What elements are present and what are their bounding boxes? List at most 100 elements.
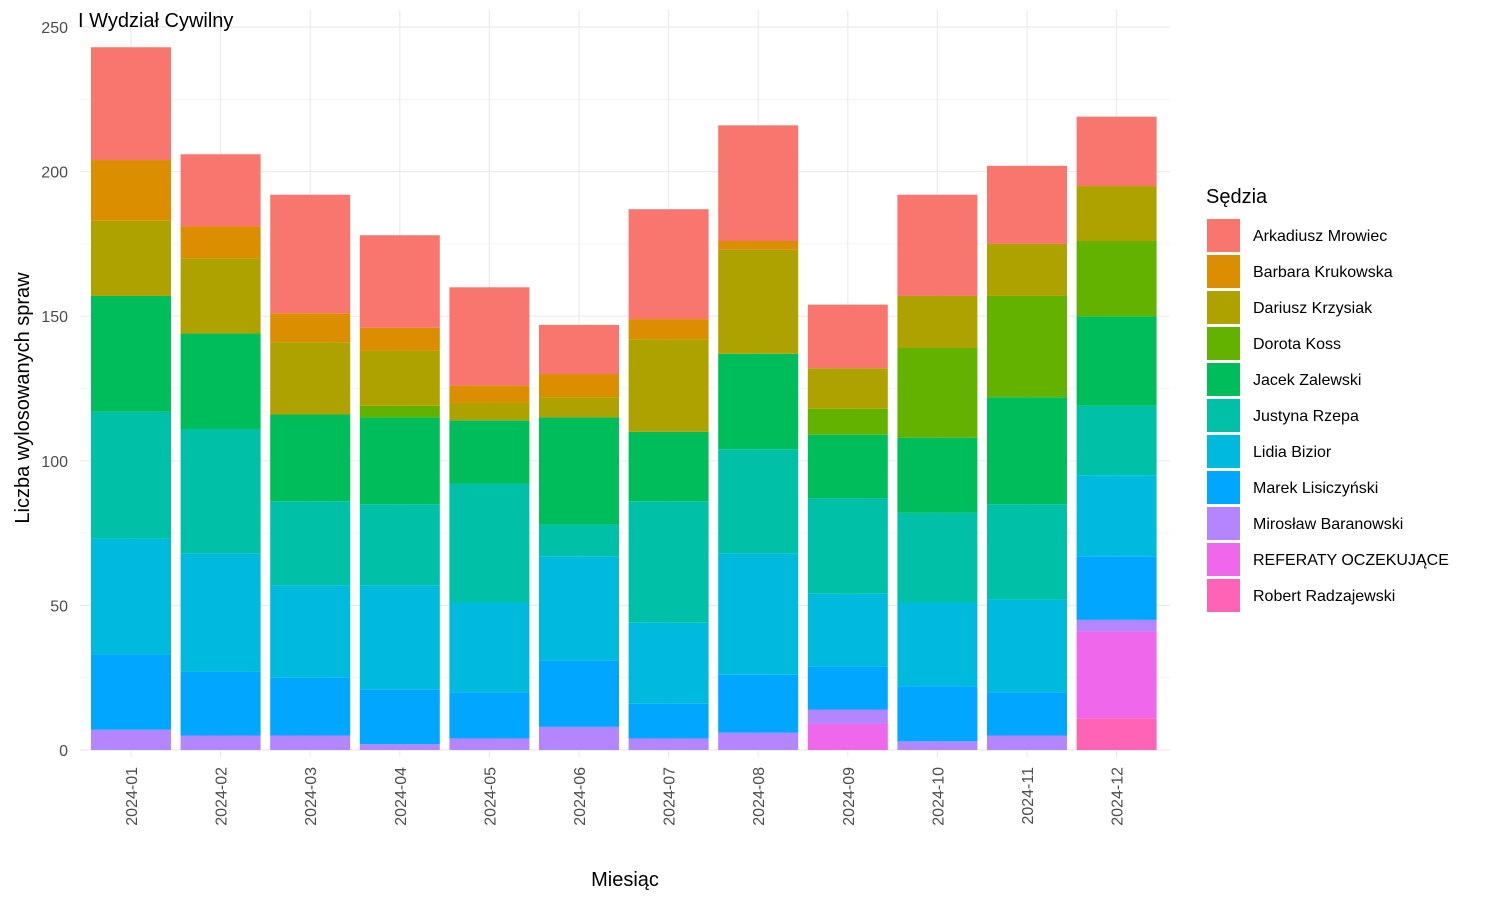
- bar-segment: Arkadiusz Mrowiec — 2024-05: 34: [449, 287, 530, 386]
- bar-segment: Jacek Zalewski — 2024-11: 37: [987, 397, 1067, 505]
- bar-segment: Marek Lisiczyński — 2024-01: 26: [91, 654, 171, 730]
- bar-segment: Dariusz Krzysiak — 2024-12: 19: [1076, 186, 1157, 242]
- bar-segment: Arkadiusz Mrowiec — 2024-02: 25: [180, 154, 261, 227]
- legend-swatch: [1207, 435, 1240, 468]
- bar-segment: Dariusz Krzysiak — 2024-08: 36: [718, 249, 799, 354]
- bar-segment: Jacek Zalewski — 2024-07: 24: [628, 431, 709, 502]
- bar-segment: Justyna Rzepa — 2024-06: 11: [539, 524, 619, 557]
- bar-segment: Marek Lisiczyński — 2024-04: 19: [359, 689, 440, 745]
- bar-segment: Lidia Bizior — 2024-05: 31: [449, 602, 530, 693]
- bar-segment: Mirosław Baranowski — 2024-11: 5: [987, 735, 1067, 750]
- legend-label: Arkadiusz Mrowiec: [1253, 228, 1387, 245]
- legend-swatch: [1207, 507, 1240, 540]
- legend: Sędzia Arkadiusz Mrowiec Barbara Krukowsk…: [1206, 186, 1449, 612]
- bar-segment: Marek Lisiczyński — 2024-05: 16: [449, 692, 530, 739]
- legend-label: REFERATY OCZEKUJĄCE: [1253, 552, 1449, 569]
- x-axis-ticks: 2024-01 2024-02 2024-03 2024-04 2024-05 2024-…: [124, 767, 1127, 826]
- bar-segment: Robert Radzajewski — 2024-12: 11: [1076, 718, 1157, 750]
- bar-segment: Lidia Bizior — 2024-10: 29: [897, 602, 978, 687]
- bar-segment: Barbara Krukowska — 2024-02: 11: [180, 226, 261, 259]
- bar-segment: Mirosław Baranowski — 2024-08: 6: [718, 732, 799, 750]
- legend-swatch: [1207, 327, 1240, 360]
- bar-segment: Arkadiusz Mrowiec — 2024-07: 38: [628, 209, 709, 320]
- x-tick-label: 2024-05: [482, 767, 499, 826]
- bar-segment: Lidia Bizior — 2024-03: 32: [270, 585, 351, 678]
- legend-label: Robert Radzajewski: [1253, 588, 1395, 605]
- bar-segment: Lidia Bizior — 2024-01: 40: [91, 538, 171, 655]
- bar-segment: Dorota Koss — 2024-04: 4: [359, 405, 440, 418]
- bar-segment: Mirosław Baranowski — 2024-12: 4: [1076, 619, 1157, 632]
- x-tick-label: 2024-04: [393, 767, 410, 826]
- bar-segment: Marek Lisiczyński — 2024-09: 15: [807, 666, 888, 710]
- bar-segment: Justyna Rzepa — 2024-08: 36: [718, 449, 799, 554]
- x-tick-label: 2024-09: [841, 767, 858, 826]
- bar-segment: Jacek Zalewski — 2024-06: 37: [539, 417, 619, 525]
- bar-segment: Barbara Krukowska — 2024-07: 7: [628, 319, 709, 340]
- legend-swatch: [1207, 219, 1240, 252]
- y-tick-label: 250: [41, 20, 68, 37]
- legend-label: Marek Lisiczyński: [1253, 480, 1378, 497]
- y-tick-label: 200: [41, 165, 68, 182]
- y-tick-label: 50: [50, 598, 68, 615]
- bar-segment: Dorota Koss — 2024-12: 26: [1076, 241, 1157, 317]
- bar-segment: Barbara Krukowska — 2024-06: 8: [539, 374, 619, 398]
- y-tick-label: 100: [41, 454, 68, 471]
- bar-segment: Arkadiusz Mrowiec — 2024-03: 41: [270, 194, 351, 314]
- bar-segment: Jacek Zalewski — 2024-02: 33: [180, 333, 261, 429]
- bar-segment: Marek Lisiczyński — 2024-07: 12: [628, 703, 709, 739]
- x-tick-label: 2024-07: [662, 767, 679, 826]
- y-tick-label: 150: [41, 309, 68, 326]
- legend-swatch: [1207, 471, 1240, 504]
- bar-segment: Arkadiusz Mrowiec — 2024-11: 27: [987, 165, 1067, 244]
- bar-segment: Jacek Zalewski — 2024-12: 31: [1076, 316, 1157, 406]
- bar-segment: Justyna Rzepa — 2024-12: 24: [1076, 405, 1157, 476]
- legend-label: Lidia Bizior: [1253, 444, 1332, 461]
- bar-segment: Jacek Zalewski — 2024-03: 30: [270, 414, 351, 502]
- bar-segment: Arkadiusz Mrowiec — 2024-10: 35: [897, 194, 978, 296]
- bar-segment: Dorota Koss — 2024-10: 31: [897, 348, 978, 438]
- bar-segment: Marek Lisiczyński — 2024-11: 15: [987, 692, 1067, 736]
- bar-segment: Barbara Krukowska — 2024-08: 3: [718, 241, 799, 250]
- bar-segment: Barbara Krukowska — 2024-03: 10: [270, 313, 351, 343]
- bar-segment: REFERATY OCZEKUJĄCE — 2024-12: 30: [1076, 631, 1157, 719]
- bar-segment: Marek Lisiczyński — 2024-03: 20: [270, 677, 351, 736]
- bar-segment: Mirosław Baranowski — 2024-04: 2: [359, 744, 440, 750]
- legend-label: Mirosław Baranowski: [1253, 516, 1403, 533]
- bar-segment: Jacek Zalewski — 2024-01: 40: [91, 295, 171, 412]
- bar-segment: Dariusz Krzysiak — 2024-05: 6: [449, 402, 530, 421]
- bar-segment: Dorota Koss — 2024-11: 35: [987, 295, 1067, 398]
- bar-segment: Dariusz Krzysiak — 2024-07: 32: [628, 339, 709, 432]
- legend-swatch: [1207, 255, 1240, 288]
- bar-segment: Lidia Bizior — 2024-07: 28: [628, 622, 709, 704]
- bar-segment: Lidia Bizior — 2024-09: 25: [807, 593, 888, 667]
- bar-segment: Justyna Rzepa — 2024-09: 33: [807, 498, 888, 594]
- legend-swatch: [1207, 291, 1240, 324]
- bar-segment: Barbara Krukowska — 2024-01: 21: [91, 160, 171, 221]
- legend-label: Dorota Koss: [1253, 336, 1341, 353]
- bar-segment: Justyna Rzepa — 2024-05: 41: [449, 483, 530, 603]
- chart-title: I Wydział Cywilny: [78, 10, 233, 32]
- bar-segment: Dariusz Krzysiak — 2024-11: 18: [987, 243, 1067, 296]
- bar-segment: Jacek Zalewski — 2024-05: 22: [449, 420, 530, 484]
- bar-segment: Mirosław Baranowski — 2024-06: 8: [539, 726, 619, 750]
- x-tick-label: 2024-11: [1020, 767, 1037, 825]
- bar-segment: Marek Lisiczyński — 2024-12: 22: [1076, 556, 1157, 620]
- bar-segment: Lidia Bizior — 2024-11: 32: [987, 599, 1067, 693]
- legend-label: Dariusz Krzysiak: [1253, 300, 1373, 317]
- legend-label: Jacek Zalewski: [1253, 372, 1361, 389]
- bar-segment: Lidia Bizior — 2024-02: 41: [180, 553, 261, 672]
- x-axis-title: Miesiąc: [591, 869, 659, 891]
- bar-segment: Justyna Rzepa — 2024-01: 44: [91, 411, 171, 539]
- bar-segment: Arkadiusz Mrowiec — 2024-09: 22: [807, 304, 888, 369]
- legend-swatch: [1207, 363, 1240, 396]
- bar-segment: Lidia Bizior — 2024-12: 28: [1076, 475, 1157, 557]
- bar-segment: Jacek Zalewski — 2024-10: 26: [897, 437, 978, 513]
- bar-segment: Lidia Bizior — 2024-06: 36: [539, 556, 619, 661]
- bar-segment: Marek Lisiczyński — 2024-08: 20: [718, 674, 799, 733]
- x-tick-label: 2024-12: [1110, 767, 1127, 826]
- bar-segment: Arkadiusz Mrowiec — 2024-01: 39: [91, 47, 171, 161]
- bar-segment: Jacek Zalewski — 2024-08: 33: [718, 353, 799, 450]
- x-tick-label: 2024-02: [214, 767, 231, 826]
